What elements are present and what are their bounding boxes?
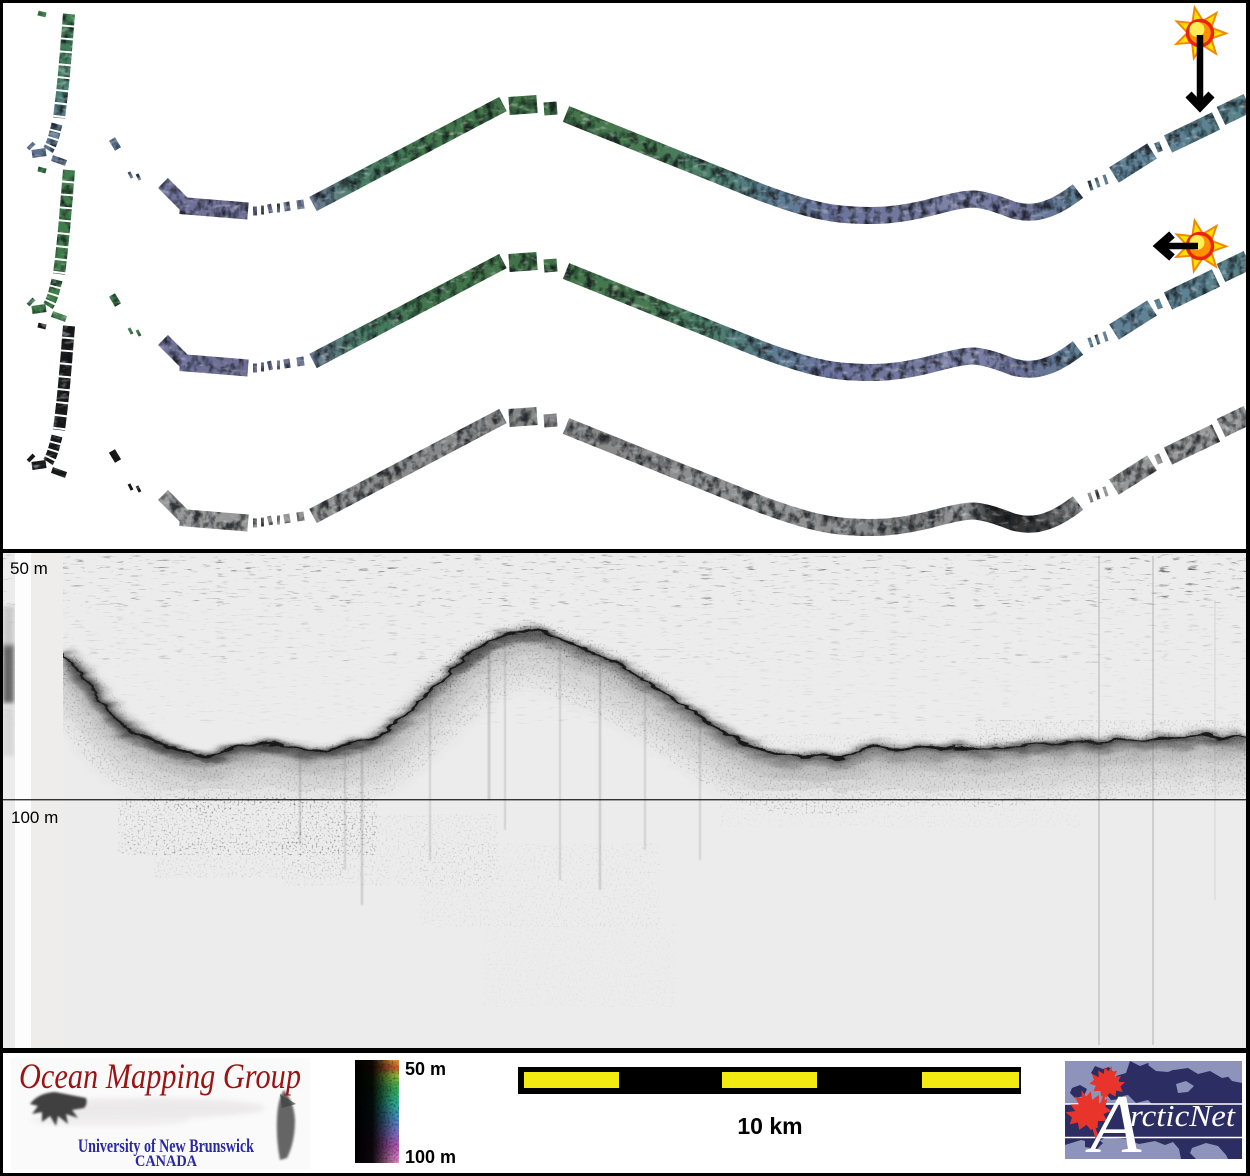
svg-text:A: A [1085, 1078, 1142, 1171]
svg-text:CANADA: CANADA [135, 1153, 197, 1170]
svg-text:50 m: 50 m [405, 1059, 446, 1079]
svg-text:University of New Brunswick: University of New Brunswick [78, 1136, 254, 1157]
svg-text:Ocean Mapping Group: Ocean Mapping Group [19, 1056, 301, 1096]
svg-text:100 m: 100 m [11, 808, 58, 827]
svg-text:50 m: 50 m [10, 559, 48, 578]
svg-text:rcticNet: rcticNet [1130, 1098, 1236, 1133]
svg-text:100 m: 100 m [405, 1147, 456, 1167]
svg-text:10 km: 10 km [737, 1113, 802, 1139]
